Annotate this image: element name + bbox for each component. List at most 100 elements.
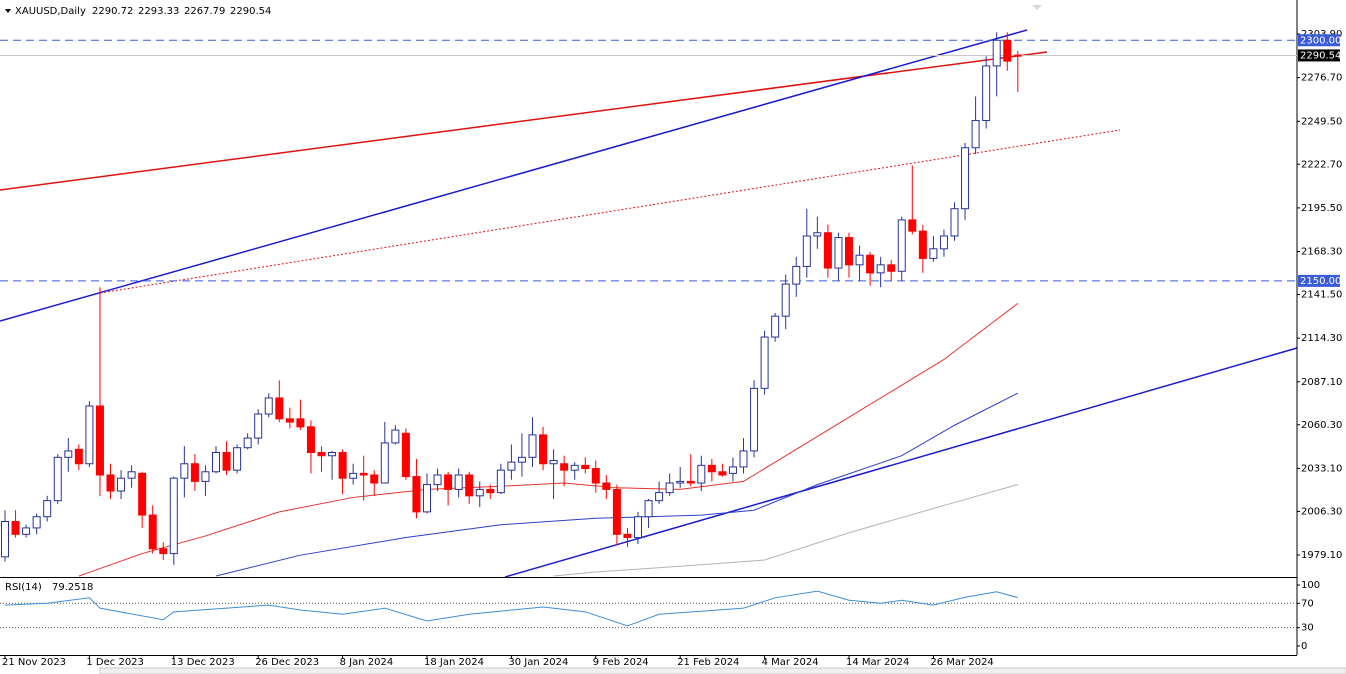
candle-body — [306, 426, 315, 454]
candle-body — [539, 434, 548, 465]
level-tag — [1298, 274, 1340, 287]
candle-body — [201, 471, 210, 482]
rsi-line — [4, 590, 1018, 627]
candle-body — [475, 488, 484, 497]
candle-body — [444, 474, 453, 490]
candle-body — [507, 461, 516, 471]
candle-body — [834, 237, 843, 269]
y-tick-label: 2168.30 — [1301, 247, 1342, 258]
candle-body — [634, 516, 642, 539]
candle-body — [676, 480, 685, 484]
rsi-value: 79.2518 — [52, 582, 93, 593]
candle-body — [275, 397, 284, 420]
trendline — [0, 29, 1028, 322]
candle-body — [338, 452, 347, 479]
ohlc-open: 2290.72 — [92, 6, 133, 17]
candle-body — [560, 463, 569, 471]
candle-body — [43, 500, 52, 518]
candle-body — [423, 484, 431, 513]
candle-body — [528, 434, 537, 458]
candle-body — [148, 514, 157, 550]
candle-body — [359, 472, 368, 476]
rsi-tick-label: 30 — [1301, 623, 1314, 634]
candle-body — [233, 447, 242, 471]
y-tick-label: 1979.10 — [1301, 550, 1342, 561]
candle-body — [971, 119, 980, 149]
candle-body — [845, 237, 853, 266]
candle-body — [728, 466, 737, 474]
x-tick-label: 21 Feb 2024 — [677, 657, 739, 668]
rsi-title: RSI(14) — [5, 582, 42, 593]
y-tick-label: 2141.50 — [1301, 290, 1342, 301]
ohlc-high: 2293.33 — [138, 6, 179, 17]
candle-body — [222, 452, 231, 471]
rsi-tick-label: 70 — [1301, 598, 1314, 609]
candle-body — [254, 413, 263, 439]
candle-body — [581, 464, 590, 470]
y-tick-label: 2276.70 — [1301, 73, 1342, 84]
candle-body — [412, 476, 421, 513]
moving-average — [215, 392, 1019, 577]
candle-body — [74, 448, 83, 465]
ohlc-close: 2290.54 — [230, 6, 271, 17]
candle-body — [665, 482, 674, 494]
candle-body — [401, 432, 410, 478]
candle-body — [591, 468, 600, 484]
candle-body — [32, 516, 41, 529]
y-tick-label: 2195.50 — [1301, 203, 1342, 214]
candle-body — [106, 474, 115, 492]
candle-body — [317, 452, 326, 457]
ohlc-low: 2267.79 — [184, 6, 225, 17]
candle-body — [697, 464, 706, 484]
candle-body — [739, 450, 748, 468]
candle-body — [264, 397, 273, 415]
candle-body — [496, 469, 505, 494]
level-label: 2300.00 — [1300, 35, 1341, 46]
y-tick-label: 2060.30 — [1301, 420, 1342, 431]
candle-body — [85, 405, 94, 465]
y-tick-label: 2087.10 — [1301, 377, 1342, 388]
candle-body — [1013, 54, 1022, 57]
x-tick-label: 4 Mar 2024 — [762, 657, 819, 668]
candle-body — [159, 548, 168, 555]
x-tick-label: 26 Dec 2023 — [255, 657, 319, 668]
candle-body — [391, 429, 400, 444]
candle-body — [707, 464, 716, 473]
candle-body — [212, 452, 220, 473]
candle-body — [433, 474, 442, 486]
candle-body — [718, 471, 727, 476]
candle-body — [823, 232, 832, 269]
candle-body — [285, 418, 294, 423]
y-tick-label: 2006.30 — [1301, 506, 1342, 517]
candle-body — [169, 477, 178, 555]
x-tick-label: 21 Nov 2023 — [2, 657, 66, 668]
candle-body — [655, 492, 664, 502]
candle-body — [190, 463, 199, 482]
candle-body — [380, 442, 389, 484]
candle-body — [887, 264, 896, 272]
menu-arrow[interactable] — [5, 9, 11, 13]
candle-body — [760, 336, 769, 389]
trendline — [504, 347, 1298, 578]
trendline — [99, 129, 1121, 294]
candle-body — [95, 405, 104, 476]
shift-marker — [1032, 5, 1042, 10]
price-label: 2290.54 — [1300, 50, 1341, 61]
candle-body — [982, 65, 991, 121]
candle-body — [370, 474, 379, 484]
candle-body — [454, 474, 463, 490]
candle-body — [918, 230, 927, 259]
candle-body — [612, 488, 621, 535]
candle-body — [328, 452, 337, 457]
candle-body — [138, 472, 147, 516]
candle-body — [465, 474, 474, 497]
candle-body — [22, 527, 31, 535]
candle-body — [602, 482, 611, 490]
moving-average — [78, 302, 1019, 577]
candle-body — [117, 477, 126, 492]
candle-body — [750, 387, 759, 452]
level-tag — [1298, 34, 1340, 47]
rsi-tick-label: 0 — [1301, 641, 1307, 652]
